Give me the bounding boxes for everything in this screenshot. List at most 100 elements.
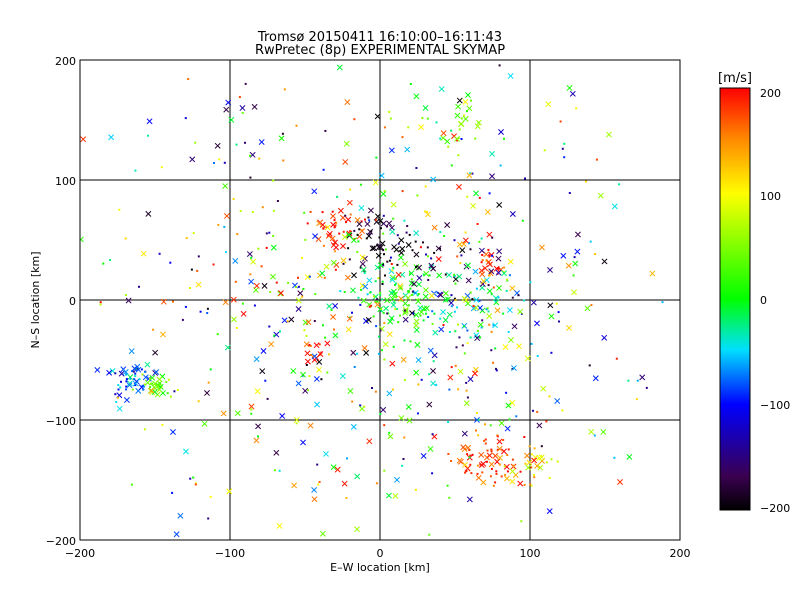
- dot-marker: [272, 209, 275, 212]
- dot-marker: [471, 298, 474, 301]
- dot-marker: [530, 466, 533, 469]
- dot-marker: [322, 168, 325, 171]
- dot-marker: [390, 263, 393, 265]
- cross-marker: [160, 298, 167, 305]
- dot-marker: [469, 248, 472, 251]
- dot-marker: [479, 463, 482, 466]
- cross-marker: [402, 316, 409, 323]
- dot-marker: [239, 210, 242, 212]
- dot-marker: [506, 278, 508, 281]
- cross-marker: [501, 448, 507, 455]
- cross-marker: [486, 231, 493, 238]
- dot-marker: [483, 439, 486, 442]
- cross-marker: [411, 280, 417, 287]
- dot-marker: [485, 308, 488, 311]
- dot-marker: [540, 445, 543, 448]
- dot-marker: [515, 415, 518, 418]
- cross-marker: [345, 231, 352, 238]
- cross-marker: [323, 263, 330, 270]
- dot-marker: [397, 321, 400, 324]
- colorbar-tick-label: 0: [760, 294, 767, 307]
- dot-marker: [353, 366, 356, 368]
- cross-marker: [435, 256, 442, 263]
- cross-marker: [422, 105, 429, 111]
- dot-marker: [206, 307, 209, 310]
- cross-marker: [278, 290, 284, 297]
- cross-marker: [534, 462, 541, 469]
- cross-marker: [359, 254, 366, 261]
- cross-marker: [504, 425, 511, 432]
- dot-marker: [431, 322, 434, 325]
- dot-marker: [506, 454, 509, 456]
- cross-marker: [343, 140, 350, 147]
- dot-marker: [462, 325, 465, 328]
- dot-marker: [272, 179, 275, 182]
- dot-marker: [448, 496, 451, 499]
- dot-marker: [383, 322, 386, 325]
- dot-marker: [573, 256, 576, 259]
- cross-marker: [496, 285, 503, 291]
- cross-marker: [354, 473, 361, 480]
- cross-marker: [597, 192, 604, 199]
- dot-marker: [465, 389, 468, 392]
- cross-marker: [547, 267, 553, 273]
- cross-marker: [273, 449, 280, 456]
- dot-marker: [492, 324, 495, 327]
- dot-marker: [476, 223, 479, 225]
- cross-marker: [389, 360, 396, 367]
- dot-marker: [470, 472, 473, 475]
- dot-marker: [450, 305, 453, 308]
- cross-marker: [225, 99, 232, 106]
- cross-marker: [477, 321, 484, 328]
- dot-marker: [504, 473, 507, 476]
- cross-marker: [548, 313, 555, 320]
- cross-marker: [492, 452, 499, 459]
- dot-marker: [476, 472, 479, 475]
- cross-marker: [458, 120, 465, 127]
- dot-marker: [388, 259, 391, 262]
- dot-marker: [505, 391, 508, 394]
- cross-marker: [440, 135, 447, 142]
- cross-marker: [400, 356, 407, 363]
- dot-marker: [370, 304, 373, 307]
- cross-marker: [566, 325, 573, 331]
- dot-marker: [458, 336, 461, 339]
- cross-marker: [374, 213, 381, 220]
- scatter-points: [80, 64, 664, 538]
- dot-marker: [334, 268, 337, 271]
- cross-marker: [473, 190, 480, 197]
- cross-marker: [367, 207, 374, 214]
- dot-marker: [216, 333, 219, 336]
- cross-marker: [230, 316, 237, 323]
- dot-marker: [545, 420, 548, 423]
- dot-marker: [241, 111, 244, 114]
- cross-marker: [517, 308, 524, 315]
- cross-marker: [405, 403, 412, 410]
- cross-marker: [509, 399, 516, 406]
- dot-marker: [377, 277, 380, 280]
- cross-marker: [427, 445, 434, 452]
- dot-marker: [394, 284, 396, 286]
- cross-marker: [588, 428, 595, 435]
- cross-marker: [495, 255, 502, 262]
- cross-marker: [438, 326, 445, 333]
- cross-marker: [422, 293, 429, 300]
- cross-marker: [118, 370, 125, 377]
- dot-marker: [189, 287, 192, 289]
- cross-marker: [359, 405, 365, 412]
- dot-marker: [114, 372, 117, 375]
- dot-marker: [322, 324, 324, 327]
- dot-marker: [297, 285, 300, 288]
- cross-marker: [270, 244, 277, 251]
- cross-marker: [420, 453, 427, 459]
- dot-marker: [330, 309, 333, 311]
- dot-marker: [402, 458, 405, 460]
- cross-marker: [80, 136, 87, 143]
- cross-marker: [428, 262, 435, 269]
- dot-marker: [594, 253, 597, 256]
- dot-marker: [422, 241, 424, 244]
- dot-marker: [295, 124, 298, 127]
- dot-marker: [349, 188, 352, 191]
- cross-marker: [404, 146, 411, 153]
- cross-marker: [350, 423, 357, 430]
